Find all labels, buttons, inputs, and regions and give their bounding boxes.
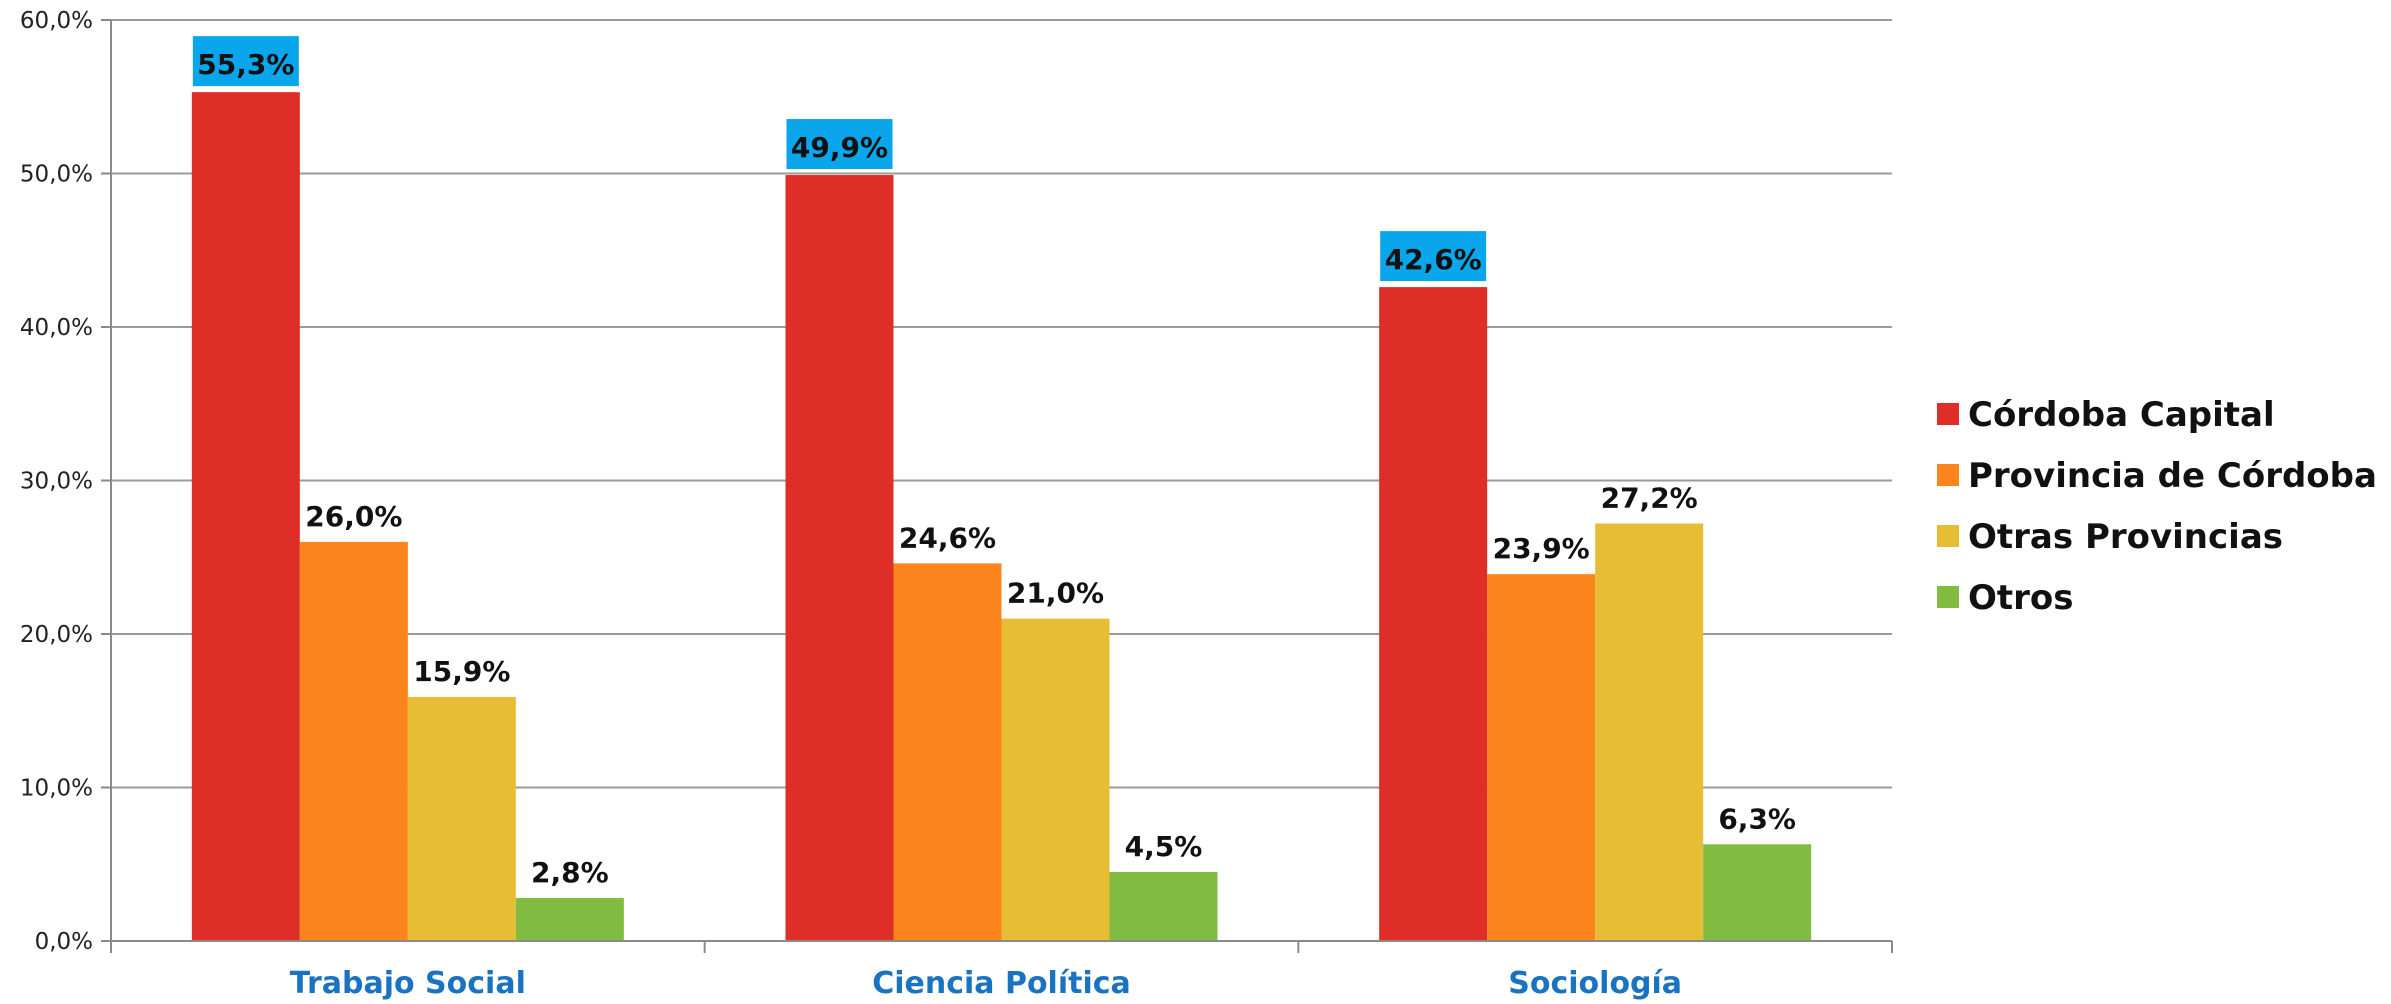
legend-swatch — [1937, 464, 1959, 486]
data-label: 4,5% — [1125, 830, 1203, 863]
bar — [893, 563, 1002, 941]
legend: Córdoba Capital Provincia de Córdoba Otras… — [1937, 395, 2377, 618]
category-label: Trabajo Social — [290, 966, 526, 1000]
legend-label: Otras Provincias — [1968, 517, 2283, 557]
bar — [407, 696, 516, 941]
axes: 0,0% 10,0% 20,0% 30,0% 40,0% 50,0% 60,0% Trabaj… — [20, 8, 1893, 1001]
bar — [1703, 844, 1812, 941]
bar — [299, 541, 408, 941]
bar — [1109, 871, 1218, 941]
y-tick-label: 20,0% — [20, 622, 93, 648]
legend-label: Provincia de Córdoba — [1968, 456, 2377, 496]
bar — [1487, 574, 1596, 941]
data-label: 21,0% — [1007, 577, 1104, 610]
y-tick-label: 10,0% — [20, 776, 93, 802]
data-label: 6,3% — [1718, 802, 1796, 835]
data-label: 55,3% — [197, 48, 294, 81]
category-label: Ciencia Política — [872, 966, 1131, 1000]
data-label-highlight — [192, 36, 299, 87]
data-label: 15,9% — [413, 655, 510, 688]
data-label: 24,6% — [899, 521, 996, 554]
bar — [515, 898, 624, 941]
y-tick-label: 30,0% — [20, 469, 93, 495]
category-label: Sociología — [1508, 966, 1682, 1000]
data-labels: 55,3% 26,0% 15,9% 2,8% 49,9% 24,6% 21,0% 4,5% 42… — [192, 36, 1796, 889]
data-label-highlight — [786, 119, 893, 170]
data-label: 27,2% — [1601, 481, 1698, 514]
bar — [785, 175, 894, 941]
legend-swatch — [1937, 586, 1959, 608]
bar — [1595, 523, 1704, 941]
legend-label: Otros — [1968, 578, 2074, 618]
data-label: 49,9% — [791, 131, 888, 164]
data-label: 26,0% — [305, 500, 402, 533]
bars — [191, 92, 1812, 942]
data-label: 2,8% — [531, 856, 609, 889]
bar — [191, 92, 300, 941]
data-label: 42,6% — [1385, 243, 1482, 276]
bar — [1001, 618, 1110, 941]
legend-swatch — [1937, 525, 1959, 547]
legend-label: Córdoba Capital — [1968, 395, 2275, 435]
data-label-highlight — [1380, 231, 1487, 282]
legend-swatch — [1937, 403, 1959, 425]
bar — [1379, 287, 1488, 942]
y-tick-label: 60,0% — [20, 8, 93, 34]
y-tick-label: 50,0% — [20, 162, 93, 188]
y-tick-label: 40,0% — [20, 315, 93, 341]
data-label: 23,9% — [1493, 532, 1590, 565]
y-tick-label: 0,0% — [35, 929, 93, 955]
